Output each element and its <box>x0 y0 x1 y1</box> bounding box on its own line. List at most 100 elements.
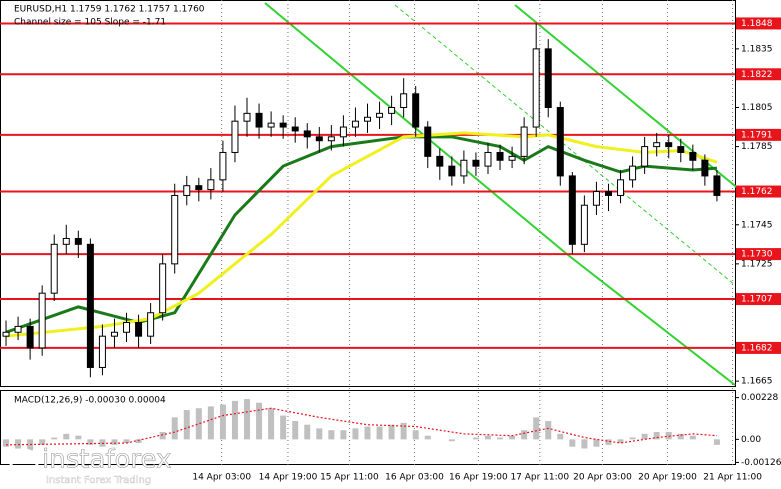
candle-body <box>604 191 612 196</box>
candle-body <box>436 155 444 167</box>
macd-bar <box>521 430 528 440</box>
y-tick-label: 1.1745 <box>741 220 773 230</box>
y-tick-label: 0.00 <box>741 435 761 445</box>
level-label-box <box>736 128 781 141</box>
candle-body <box>2 331 10 337</box>
macd-bar <box>352 428 359 440</box>
candle-body <box>689 151 697 161</box>
macd-bar <box>665 432 672 440</box>
level-label-box <box>736 248 781 261</box>
macd-bar <box>448 439 455 442</box>
macd-bar <box>328 430 335 440</box>
y-tick-label: 1.1835 <box>741 44 773 54</box>
y-tick-label: 1.1785 <box>741 142 773 152</box>
candle-body <box>279 122 287 128</box>
macd-bar <box>292 421 299 440</box>
macd-bar <box>304 424 311 440</box>
macd-bar <box>268 408 275 440</box>
x-tick-label: 17 Apr 11:00 <box>510 473 569 483</box>
level-label: 1.1707 <box>741 295 773 305</box>
x-tick-label: 16 Apr 19:00 <box>449 473 508 483</box>
watermark: instaforex Instant Forex Trading <box>9 444 172 486</box>
macd-title: MACD(12,26,9) -0.00030 0.00004 <box>14 396 166 406</box>
macd-bar <box>364 426 371 440</box>
candle-body <box>592 191 600 206</box>
candle-body <box>713 175 721 196</box>
x-tick-label: 20 Apr 19:00 <box>638 473 697 483</box>
macd-bar <box>533 417 540 440</box>
macd-bar <box>111 439 118 445</box>
macd-bar <box>641 433 648 440</box>
candle-body <box>255 112 263 128</box>
brand: instaforex <box>42 445 171 475</box>
macd-bar <box>569 439 576 447</box>
candle-body <box>110 331 118 337</box>
candle-body <box>653 142 661 148</box>
macd-bar <box>51 437 58 440</box>
candle-body <box>508 155 516 161</box>
level-label-box <box>736 17 781 30</box>
macd-bar <box>557 433 564 440</box>
macd-bar <box>183 410 190 440</box>
candle-body <box>50 243 58 294</box>
level-label: 1.1762 <box>741 187 773 197</box>
macd-bar <box>581 439 588 449</box>
candle-body <box>207 179 215 191</box>
channel-line <box>264 2 569 256</box>
level-label-box <box>736 341 781 354</box>
candle-body <box>14 325 22 333</box>
macd-bar <box>388 424 395 440</box>
macd-bar <box>219 404 226 440</box>
macd-bar <box>545 421 552 440</box>
candle-body <box>135 322 143 337</box>
candle-body <box>231 120 239 153</box>
signal-line <box>6 407 717 446</box>
candle-body <box>580 204 588 245</box>
y-tick-label: 1.1805 <box>741 103 773 113</box>
candle-body <box>26 325 34 349</box>
candle-body <box>424 126 432 157</box>
candle-body <box>243 112 251 122</box>
macd-bar <box>195 408 202 440</box>
candle-body <box>147 312 155 337</box>
candle-body <box>448 165 456 177</box>
candle-body <box>532 48 540 128</box>
y-tick-label: 0.00228 <box>741 393 778 403</box>
candle-body <box>388 107 396 114</box>
channel-line <box>567 254 736 386</box>
candle-body <box>400 93 408 109</box>
candle-body <box>665 142 673 148</box>
macd-bar <box>629 437 636 440</box>
candle-body <box>123 322 131 333</box>
candle-body <box>460 159 468 177</box>
macd-bar <box>123 439 130 444</box>
logo-icon <box>9 448 39 478</box>
macd-bar <box>244 399 251 440</box>
macd-bar <box>376 426 383 440</box>
level-label: 1.1730 <box>741 250 773 260</box>
level-label: 1.1791 <box>741 130 773 140</box>
candle-body <box>472 159 480 167</box>
level-label-box <box>736 185 781 198</box>
level-label-box <box>736 293 781 306</box>
candle-body <box>183 185 191 196</box>
macd-bar <box>39 439 46 445</box>
candle-body <box>496 151 504 161</box>
macd-bar <box>63 433 70 440</box>
macd-bar <box>340 430 347 440</box>
macd-bar <box>509 435 516 440</box>
candle-body <box>351 120 359 128</box>
macd-bar <box>256 402 263 440</box>
x-tick-label: 14 Apr 19:00 <box>259 473 318 483</box>
candle-body <box>86 243 94 368</box>
candle-body <box>62 237 70 245</box>
candle-body <box>629 165 637 181</box>
candle-body <box>267 122 275 128</box>
macd-bar <box>159 432 166 440</box>
price-panel <box>0 0 736 387</box>
x-tick-label: 21 Apr 11:00 <box>703 473 762 483</box>
candle-body <box>339 126 347 138</box>
macd-bar <box>3 439 10 447</box>
